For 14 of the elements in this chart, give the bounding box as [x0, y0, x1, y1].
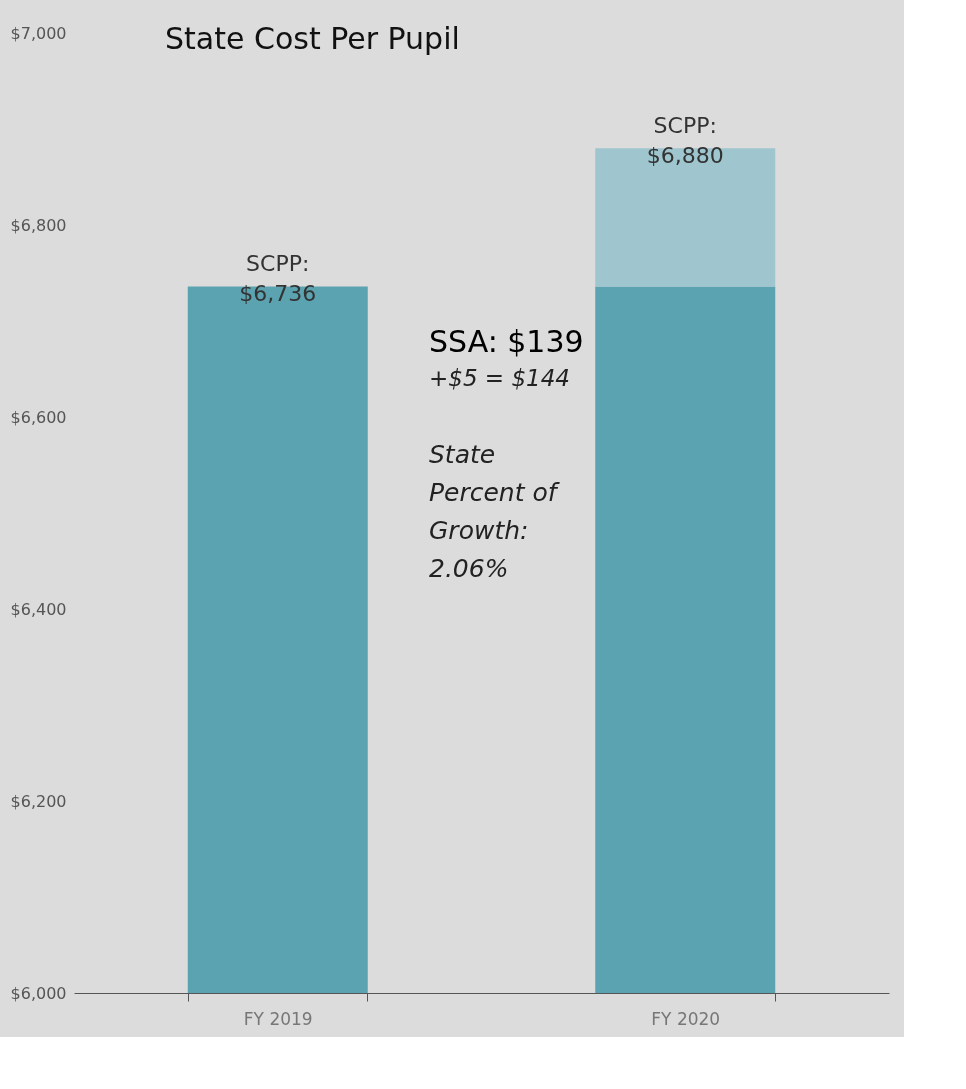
y-tick-label: $6,200 — [10, 791, 67, 811]
total-label: SCPP: $6,880 — [646, 113, 724, 169]
chart-title: State Cost Per Pupil — [165, 21, 460, 56]
y-tick-label: $7,000 — [10, 23, 67, 43]
annotation: SSA: $139 — [429, 324, 584, 359]
y-tick-label: $6,800 — [10, 215, 67, 235]
x-tick-label: FY 2019 — [243, 1008, 313, 1029]
total-label: SCPP: $6,736 — [239, 251, 317, 307]
y-tick-label: $6,400 — [10, 599, 67, 619]
y-tick-label: $6,000 — [10, 983, 67, 1003]
x-tick-label: FY 2020 — [651, 1008, 721, 1029]
y-tick-label: $6,600 — [10, 407, 67, 427]
annotation: +$5 = $144 — [429, 365, 570, 391]
annotation: State Percent of Growth: 2.06% — [429, 440, 560, 583]
